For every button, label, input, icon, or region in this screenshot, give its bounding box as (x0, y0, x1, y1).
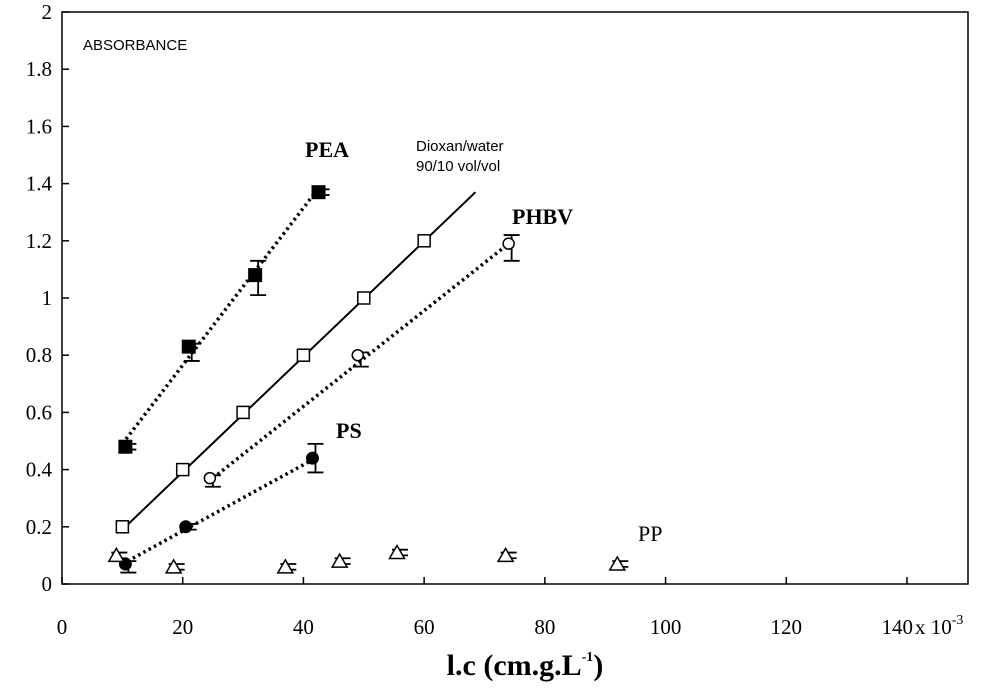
data-point-phbv (203, 471, 217, 485)
x-tick-label: 100 (650, 615, 682, 639)
data-point-ps (179, 520, 193, 534)
x-axis-title-close: ) (593, 649, 603, 682)
y-tick-label: 0.2 (26, 515, 52, 539)
y-tick-label: 1.6 (26, 114, 52, 138)
data-point-pp (330, 552, 349, 568)
fit-line-pea (120, 191, 317, 445)
x-tick-label: 140 (882, 615, 914, 639)
y-tick-label: 1 (42, 286, 53, 310)
y-tick-label: 1.4 (26, 172, 53, 196)
y-tick-label: 1.2 (26, 229, 52, 253)
series-label-pea: PEA (305, 137, 349, 162)
data-point-pp (276, 558, 295, 574)
solvent-note-line-1: Dioxan/water (416, 138, 504, 155)
data-point-reference-open-squares (417, 234, 431, 248)
absorbance-annotation: ABSORBANCE (83, 37, 187, 54)
data-point-phbv (351, 348, 364, 362)
data-point-ps (305, 451, 319, 465)
x-tick-label: 120 (771, 615, 803, 639)
fit-line-ps (121, 456, 317, 566)
data-point-reference-open-squares (115, 520, 130, 534)
solvent-note-line-2: 90/10 vol/vol (416, 158, 500, 175)
series-label-ps: PS (336, 418, 362, 443)
series-label-phbv: PHBV (512, 204, 573, 229)
x-tick-label: 20 (172, 615, 193, 639)
x-axis-title-exponent: -1 (582, 650, 594, 665)
y-tick-label: 0.8 (26, 343, 52, 367)
data-point-reference-open-squares (296, 348, 311, 362)
y-tick-label: 0.4 (26, 458, 53, 482)
data-point-pea (311, 185, 326, 200)
data-point-pea (248, 268, 263, 283)
data-point-pp (164, 558, 183, 574)
x-tick-label: 0 (57, 615, 68, 639)
x-axis-title: l.c (cm.g.L-1) (447, 649, 604, 682)
data-point-pea (118, 439, 133, 454)
data-point-pp (107, 546, 126, 563)
y-tick-label: 0 (42, 572, 53, 596)
y-tick-label: 1.8 (26, 57, 52, 81)
x-multiplier: x 10-3 (915, 613, 963, 639)
data-point-pp (388, 544, 406, 560)
data-point-reference-open-squares (357, 291, 371, 305)
x-multiplier-exponent: -3 (952, 613, 964, 628)
series-label-pp: PP (638, 521, 662, 546)
x-tick-label: 40 (293, 615, 314, 639)
x-tick-label: 60 (414, 615, 435, 639)
data-point-reference-open-squares (175, 462, 190, 477)
x-multiplier-base: x 10 (915, 615, 952, 639)
x-axis-title-main: l.c (cm.g.L (447, 649, 582, 682)
data-point-pea (181, 339, 196, 354)
data-point-pp (496, 546, 515, 563)
y-tick-label: 0.6 (26, 400, 52, 424)
data-point-pp (608, 555, 627, 571)
x-tick-label: 80 (534, 615, 555, 639)
y-tick-label: 2 (42, 0, 53, 24)
plot-frame (61, 11, 969, 585)
data-point-phbv (502, 237, 515, 250)
data-point-reference-open-squares (236, 405, 250, 420)
